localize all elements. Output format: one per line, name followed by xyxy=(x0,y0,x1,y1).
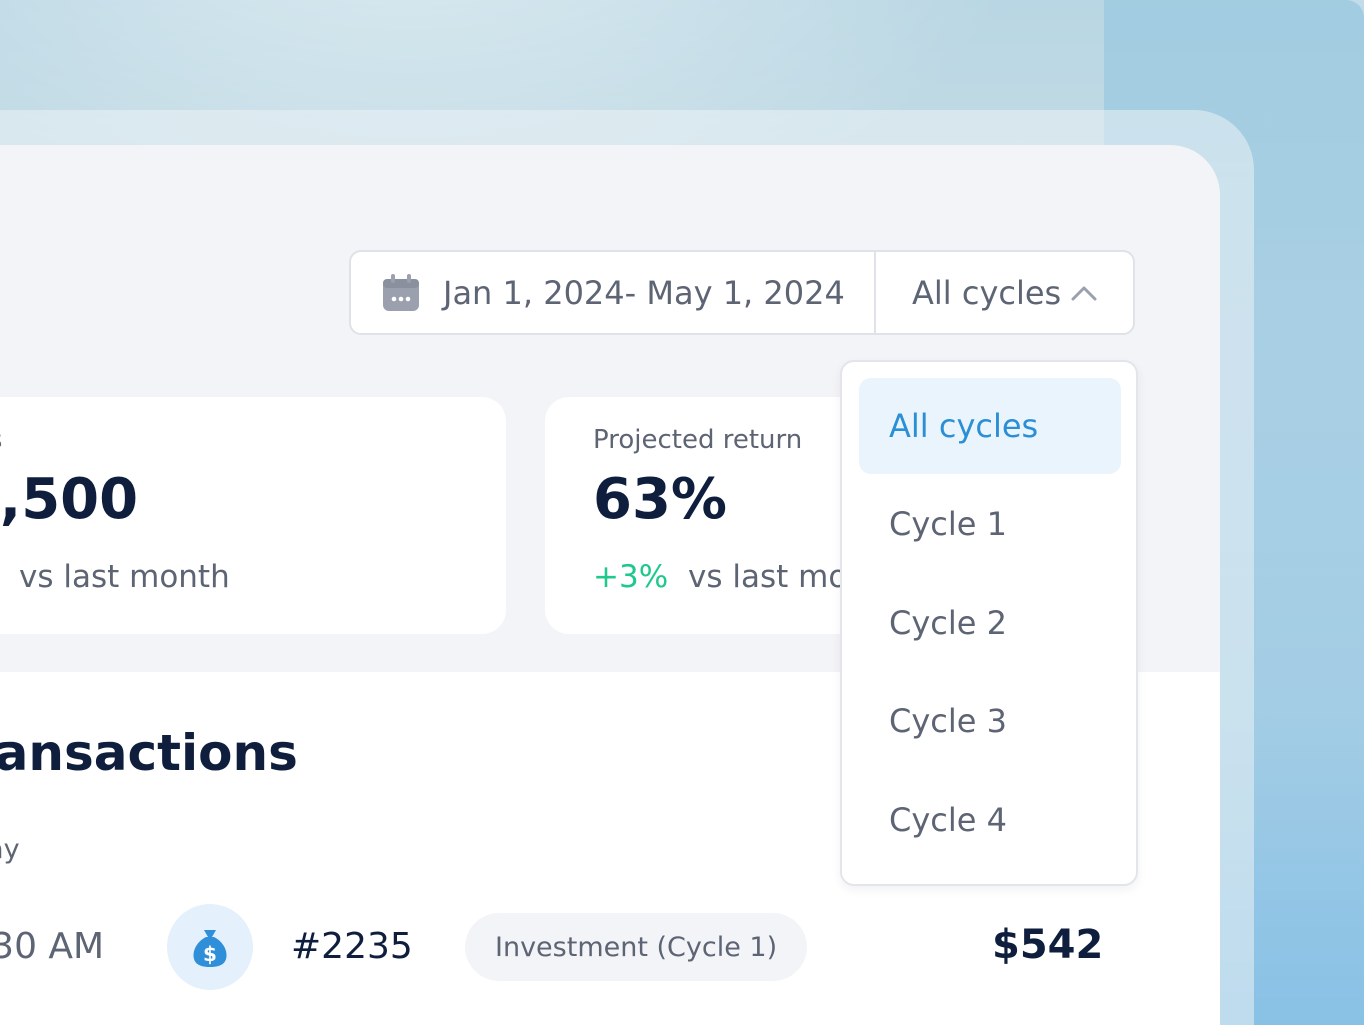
card-comparison: vs last mo xyxy=(688,559,848,595)
transaction-type-badge: Investment (Cycle 1) xyxy=(465,913,808,981)
earnings-card: rnings 31,500 % vs last month xyxy=(0,397,506,634)
svg-text:$: $ xyxy=(203,942,217,966)
transaction-row[interactable]: ):30 AM $ #2235 Investment (Cycle 1) $54… xyxy=(0,904,1220,994)
chevron-up-icon xyxy=(1071,286,1097,300)
card-value: 31,500 xyxy=(0,467,139,532)
transaction-time: ):30 AM xyxy=(0,926,105,967)
cycle-select[interactable]: All cycles xyxy=(876,252,1133,333)
dropdown-option-cycle-1[interactable]: Cycle 1 xyxy=(889,505,1007,543)
section-title: ransactions xyxy=(0,724,298,782)
transaction-amount: $542 xyxy=(992,922,1104,968)
calendar-icon xyxy=(383,273,419,311)
card-value: 63% xyxy=(593,467,728,532)
dropdown-option-cycle-4[interactable]: Cycle 4 xyxy=(889,801,1007,839)
date-range-picker[interactable]: Jan 1, 2024- May 1, 2024 xyxy=(351,252,876,333)
dropdown-option-cycle-3[interactable]: Cycle 3 xyxy=(889,702,1007,740)
card-comparison: vs last month xyxy=(19,559,230,595)
card-label: Projected return xyxy=(593,425,803,455)
card-delta: +3% xyxy=(593,559,669,595)
card-label: rnings xyxy=(0,425,2,455)
cycle-select-value: All cycles xyxy=(912,273,1062,312)
filter-bar: Jan 1, 2024- May 1, 2024 All cycles xyxy=(349,250,1135,335)
day-label: day xyxy=(0,834,20,865)
money-bag-icon: $ xyxy=(167,904,253,990)
dropdown-option-all-cycles[interactable]: All cycles xyxy=(859,378,1121,474)
transaction-id: #2235 xyxy=(291,926,413,967)
cycle-dropdown-menu: All cycles Cycle 1 Cycle 2 Cycle 3 Cycle… xyxy=(840,360,1138,886)
date-range-text: Jan 1, 2024- May 1, 2024 xyxy=(443,273,845,312)
dropdown-option-cycle-2[interactable]: Cycle 2 xyxy=(889,604,1007,642)
